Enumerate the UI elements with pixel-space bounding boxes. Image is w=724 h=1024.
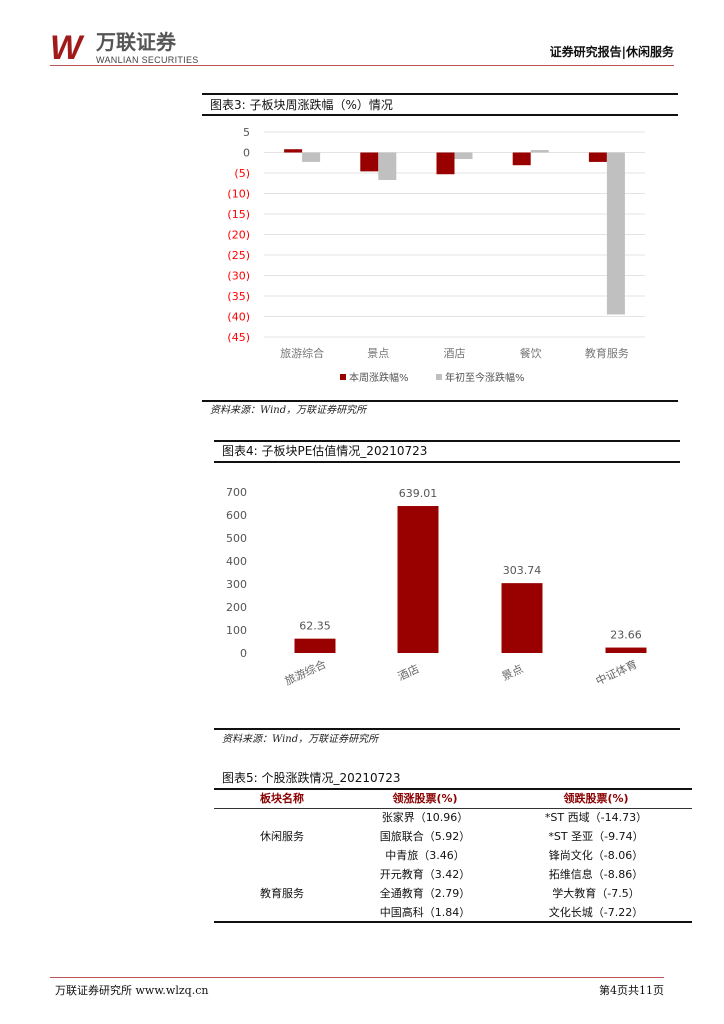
table-header-row: 板块名称 领涨股票(%) 领跌股票(%) bbox=[214, 789, 692, 808]
bar-ytd bbox=[454, 152, 473, 160]
data-label: 23.66 bbox=[610, 629, 642, 642]
data-label: 303.74 bbox=[503, 564, 542, 577]
table-row: 中青旅（3.46） 锋尚文化（-8.06） bbox=[214, 846, 692, 865]
bar-weekly bbox=[588, 152, 607, 162]
y-tick-label: 200 bbox=[226, 601, 247, 614]
y-tick-label: 300 bbox=[226, 578, 247, 591]
table-row: 中国高科（1.84） 文化长城（-7.22） bbox=[214, 903, 692, 922]
sector-cell: 休闲服务 bbox=[260, 830, 304, 844]
divider bbox=[202, 93, 678, 95]
y-tick-label: (45) bbox=[227, 331, 250, 344]
x-tick-label: 景点 bbox=[367, 347, 389, 360]
x-tick-label: 餐饮 bbox=[520, 346, 542, 360]
page-number: 第4页共11页 bbox=[599, 984, 664, 997]
sector-cell: 教育服务 bbox=[260, 886, 304, 900]
divider bbox=[202, 400, 678, 402]
header-divider bbox=[50, 65, 674, 66]
figure-3-caption: 图表3: 子板块周涨跌幅（%）情况 bbox=[210, 98, 393, 112]
chart-sector-weekly-change: 5 0 (5) (10) (15) (20) (25) (30) (35) (40) (45) 旅游综… bbox=[227, 126, 645, 384]
x-tick-label: 景点 bbox=[500, 662, 525, 683]
col-sector: 板块名称 bbox=[260, 792, 304, 806]
chart-sector-pe: 700 600 500 400 300 200 100 0 62.35 旅游综合 639.01 酒店 3… bbox=[226, 486, 647, 688]
loser-cell: 文化长城（-7.22） bbox=[548, 905, 644, 919]
divider bbox=[202, 114, 678, 116]
divider bbox=[214, 440, 680, 442]
loser-cell: *ST 圣亚（-9.74） bbox=[548, 830, 644, 843]
bar-ytd bbox=[606, 152, 625, 315]
figure-4-source: 资料来源：Wind，万联证券研究所 bbox=[222, 734, 379, 745]
gainer-cell: 张家界（10.96） bbox=[381, 811, 469, 825]
x-tick-label: 教育服务 bbox=[585, 346, 629, 360]
table-row: 全通教育（2.79） 学大教育（-7.5） bbox=[214, 884, 692, 903]
col-gainers: 领涨股票(%) bbox=[392, 792, 458, 806]
col-losers: 领跌股票(%) bbox=[563, 792, 629, 806]
bar-weekly bbox=[284, 149, 303, 153]
gainer-cell: 开元教育（3.42） bbox=[379, 868, 471, 881]
y-tick-label: 0 bbox=[243, 147, 250, 160]
table-row: 国旅联合（5.92） *ST 圣亚（-9.74） bbox=[214, 827, 692, 846]
y-tick-label: 500 bbox=[226, 532, 247, 545]
y-tick-label: (35) bbox=[227, 290, 250, 303]
footer-left: 万联证券研究所 www.wlzq.cn bbox=[55, 984, 209, 997]
y-tick-label: (5) bbox=[234, 167, 250, 180]
y-tick-label: (40) bbox=[227, 311, 250, 324]
figure-5-caption: 图表5: 个股涨跌情况_20210723 bbox=[222, 771, 401, 785]
y-tick-label: (15) bbox=[227, 208, 250, 221]
y-tick-label: (30) bbox=[227, 270, 250, 283]
stock-movers-table: 板块名称 领涨股票(%) 领跌股票(%) 休闲服务 张家界（10.96） *ST 西… bbox=[214, 788, 692, 923]
y-tick-label: 400 bbox=[226, 555, 247, 568]
bar bbox=[397, 506, 439, 653]
bar-weekly bbox=[436, 152, 455, 175]
legend-swatch bbox=[436, 374, 442, 380]
x-tick-label: 酒店 bbox=[395, 661, 421, 683]
x-tick-label: 酒店 bbox=[444, 346, 466, 360]
report-type: 证券研究报告|休闲服务 bbox=[549, 45, 674, 59]
bar bbox=[294, 638, 336, 653]
figure-3-source: 资料来源：Wind，万联证券研究所 bbox=[210, 405, 367, 416]
y-tick-label: 100 bbox=[226, 624, 247, 637]
bar-ytd bbox=[530, 150, 549, 153]
loser-cell: *ST 西域（-14.73） bbox=[544, 811, 648, 825]
bar-ytd bbox=[302, 152, 321, 162]
gainer-cell: 国旅联合（5.92） bbox=[379, 830, 471, 843]
data-label: 639.01 bbox=[399, 487, 438, 500]
y-tick-label: 5 bbox=[243, 126, 250, 139]
legend-label: 年初至今涨跌幅% bbox=[445, 371, 525, 384]
data-label: 62.35 bbox=[299, 620, 331, 633]
x-tick-label: 旅游综合 bbox=[280, 346, 324, 360]
figure-4-caption: 图表4: 子板块PE估值情况_20210723 bbox=[222, 444, 428, 458]
y-tick-label: 0 bbox=[240, 647, 247, 660]
bar-weekly bbox=[512, 152, 531, 166]
bar-ytd bbox=[378, 152, 397, 180]
legend-swatch bbox=[340, 374, 346, 380]
loser-cell: 学大教育（-7.5） bbox=[552, 887, 640, 900]
logo-text: 万联证券 bbox=[96, 30, 176, 54]
y-tick-label: (20) bbox=[227, 229, 250, 242]
legend-label: 本周涨跌幅% bbox=[349, 371, 409, 384]
loser-cell: 锋尚文化（-8.06） bbox=[548, 849, 644, 862]
gainer-cell: 全通教育（2.79） bbox=[379, 887, 471, 900]
x-tick-label: 中证体育 bbox=[593, 657, 639, 688]
footer-divider bbox=[50, 977, 664, 978]
divider bbox=[214, 461, 680, 463]
y-tick-label: (10) bbox=[227, 188, 250, 201]
divider bbox=[214, 728, 680, 730]
loser-cell: 拓维信息（-8.86） bbox=[548, 868, 644, 881]
y-tick-label: (25) bbox=[227, 249, 250, 262]
bar bbox=[501, 583, 543, 653]
x-tick-label: 旅游综合 bbox=[282, 657, 328, 688]
table-row: 休闲服务 张家界（10.96） *ST 西域（-14.73） bbox=[214, 808, 692, 843]
y-tick-label: 700 bbox=[226, 486, 247, 499]
gainer-cell: 中国高科（1.84） bbox=[379, 905, 471, 919]
bar bbox=[605, 647, 647, 653]
table-row: 教育服务 开元教育（3.42） 拓维信息（-8.86） bbox=[214, 865, 692, 900]
gainer-cell: 中青旅（3.46） bbox=[385, 849, 465, 862]
logo-mark: W bbox=[50, 29, 82, 67]
y-tick-label: 600 bbox=[226, 509, 247, 522]
logo-subtitle: WANLIAN SECURITIES bbox=[96, 55, 199, 65]
bar-weekly bbox=[360, 152, 379, 172]
